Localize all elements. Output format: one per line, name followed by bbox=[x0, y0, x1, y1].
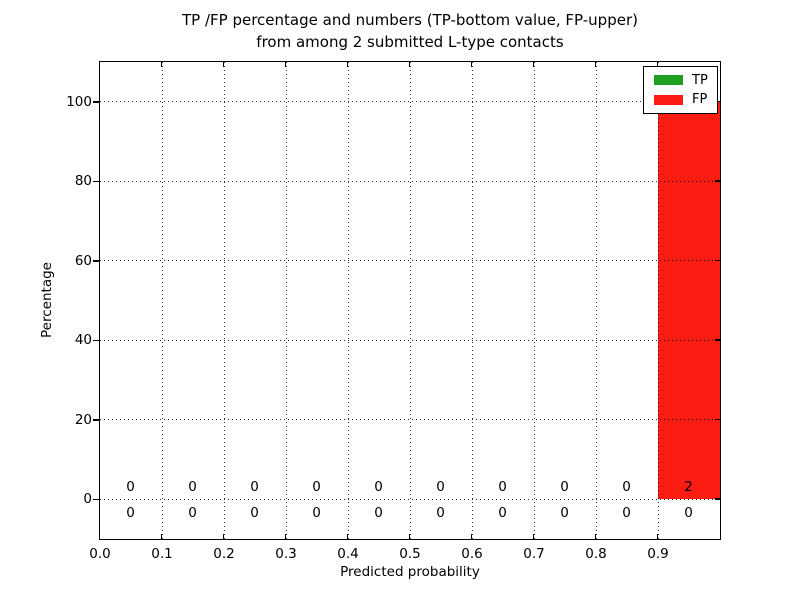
y-tickmark bbox=[92, 180, 100, 182]
bar-fp-bin9 bbox=[657, 101, 720, 499]
v-gridline bbox=[161, 61, 163, 539]
tp-swatch-icon bbox=[654, 75, 683, 86]
y-tick-label: 20 bbox=[74, 411, 92, 428]
x-tickmark-top bbox=[346, 61, 349, 67]
y-tickmark-right bbox=[714, 339, 720, 341]
x-tickmark-top bbox=[98, 61, 101, 67]
legend-entry-fp: FP bbox=[644, 93, 717, 106]
legend: TP FP bbox=[643, 66, 718, 114]
y-tickmark bbox=[92, 339, 100, 341]
x-tickmark bbox=[160, 533, 163, 539]
x-tickmark bbox=[408, 533, 411, 539]
y-tickmark bbox=[92, 498, 100, 500]
v-gridline bbox=[533, 61, 535, 539]
x-tick-label: 0.0 bbox=[89, 546, 111, 562]
fp-count-label: 2 bbox=[684, 478, 693, 495]
fp-count-label: 0 bbox=[126, 478, 135, 495]
x-tickmark-top bbox=[656, 61, 659, 67]
chart-title: TP /FP percentage and numbers (TP-bottom… bbox=[100, 9, 720, 53]
x-tickmark bbox=[532, 533, 535, 539]
y-tick-label: 100 bbox=[66, 93, 92, 110]
tp-count-label: 0 bbox=[684, 504, 693, 521]
tp-count-label: 0 bbox=[436, 504, 445, 521]
chart-title-line1: TP /FP percentage and numbers (TP-bottom… bbox=[182, 11, 638, 29]
fp-count-label: 0 bbox=[374, 478, 383, 495]
legend-label-tp: TP bbox=[692, 72, 708, 88]
y-tickmark-right bbox=[714, 498, 720, 500]
fp-count-label: 0 bbox=[188, 478, 197, 495]
tp-count-label: 0 bbox=[374, 504, 383, 521]
y-tickmark-right bbox=[714, 180, 720, 182]
x-tick-label: 0.4 bbox=[337, 546, 359, 562]
fp-count-label: 0 bbox=[250, 478, 259, 495]
v-gridline bbox=[657, 61, 659, 539]
v-gridline bbox=[223, 61, 225, 539]
tp-count-label: 0 bbox=[126, 504, 135, 521]
x-tick-label: 0.9 bbox=[647, 546, 669, 562]
x-tickmark bbox=[470, 533, 473, 539]
tp-count-label: 0 bbox=[498, 504, 507, 521]
x-axis-label: Predicted probability bbox=[340, 564, 480, 580]
x-tickmark-top bbox=[594, 61, 597, 67]
v-gridline bbox=[409, 61, 411, 539]
tp-count-label: 0 bbox=[188, 504, 197, 521]
tp-count-label: 0 bbox=[622, 504, 631, 521]
x-tick-label: 0.2 bbox=[213, 546, 235, 562]
x-tick-label: 0.6 bbox=[461, 546, 483, 562]
tp-count-label: 0 bbox=[250, 504, 259, 521]
plot-area: 0 0 0 0 0 0 0 0 0 0 0 0 0 0 0 0 0 0 0 2 bbox=[98, 60, 721, 540]
fp-count-label: 0 bbox=[560, 478, 569, 495]
x-tickmark bbox=[222, 533, 225, 539]
x-tick-label: 0.3 bbox=[275, 546, 297, 562]
v-gridline bbox=[471, 61, 473, 539]
x-tickmark-top bbox=[470, 61, 473, 67]
x-tickmark-top bbox=[222, 61, 225, 67]
fp-count-label: 0 bbox=[622, 478, 631, 495]
v-gridline bbox=[595, 61, 597, 539]
x-tick-label: 0.5 bbox=[399, 546, 421, 562]
x-tickmark-top bbox=[532, 61, 535, 67]
x-tick-label: 0.8 bbox=[585, 546, 607, 562]
tp-count-label: 0 bbox=[312, 504, 321, 521]
x-tickmark bbox=[656, 533, 659, 539]
x-tickmark-top bbox=[408, 61, 411, 67]
y-tick-label: 60 bbox=[74, 252, 92, 269]
y-tickmark bbox=[92, 101, 100, 103]
y-tick-label: 0 bbox=[83, 491, 92, 508]
x-tickmark bbox=[284, 533, 287, 539]
v-gridline bbox=[347, 61, 349, 539]
x-tickmark bbox=[594, 533, 597, 539]
y-tick-label: 40 bbox=[74, 332, 92, 349]
x-tickmark-top bbox=[160, 61, 163, 67]
y-tick-label: 80 bbox=[74, 173, 92, 190]
v-gridline bbox=[285, 61, 287, 539]
tp-count-label: 0 bbox=[560, 504, 569, 521]
fp-swatch-icon bbox=[654, 94, 683, 105]
x-tick-label: 0.7 bbox=[523, 546, 545, 562]
chart-title-line2: from among 2 submitted L-type contacts bbox=[256, 33, 564, 51]
y-tickmark-right bbox=[714, 418, 720, 420]
x-tickmark bbox=[346, 533, 349, 539]
fp-count-label: 0 bbox=[312, 478, 321, 495]
x-tick-label: 0.1 bbox=[151, 546, 173, 562]
y-tickmark bbox=[92, 419, 100, 421]
fp-count-label: 0 bbox=[498, 478, 507, 495]
x-tickmark bbox=[98, 533, 101, 539]
y-tickmark bbox=[92, 260, 100, 262]
x-tickmark-top bbox=[284, 61, 287, 67]
y-tickmark-right bbox=[714, 259, 720, 261]
legend-entry-tp: TP bbox=[644, 74, 717, 87]
legend-label-fp: FP bbox=[692, 92, 708, 108]
fp-count-label: 0 bbox=[436, 478, 445, 495]
y-axis-label: Percentage bbox=[39, 262, 55, 338]
